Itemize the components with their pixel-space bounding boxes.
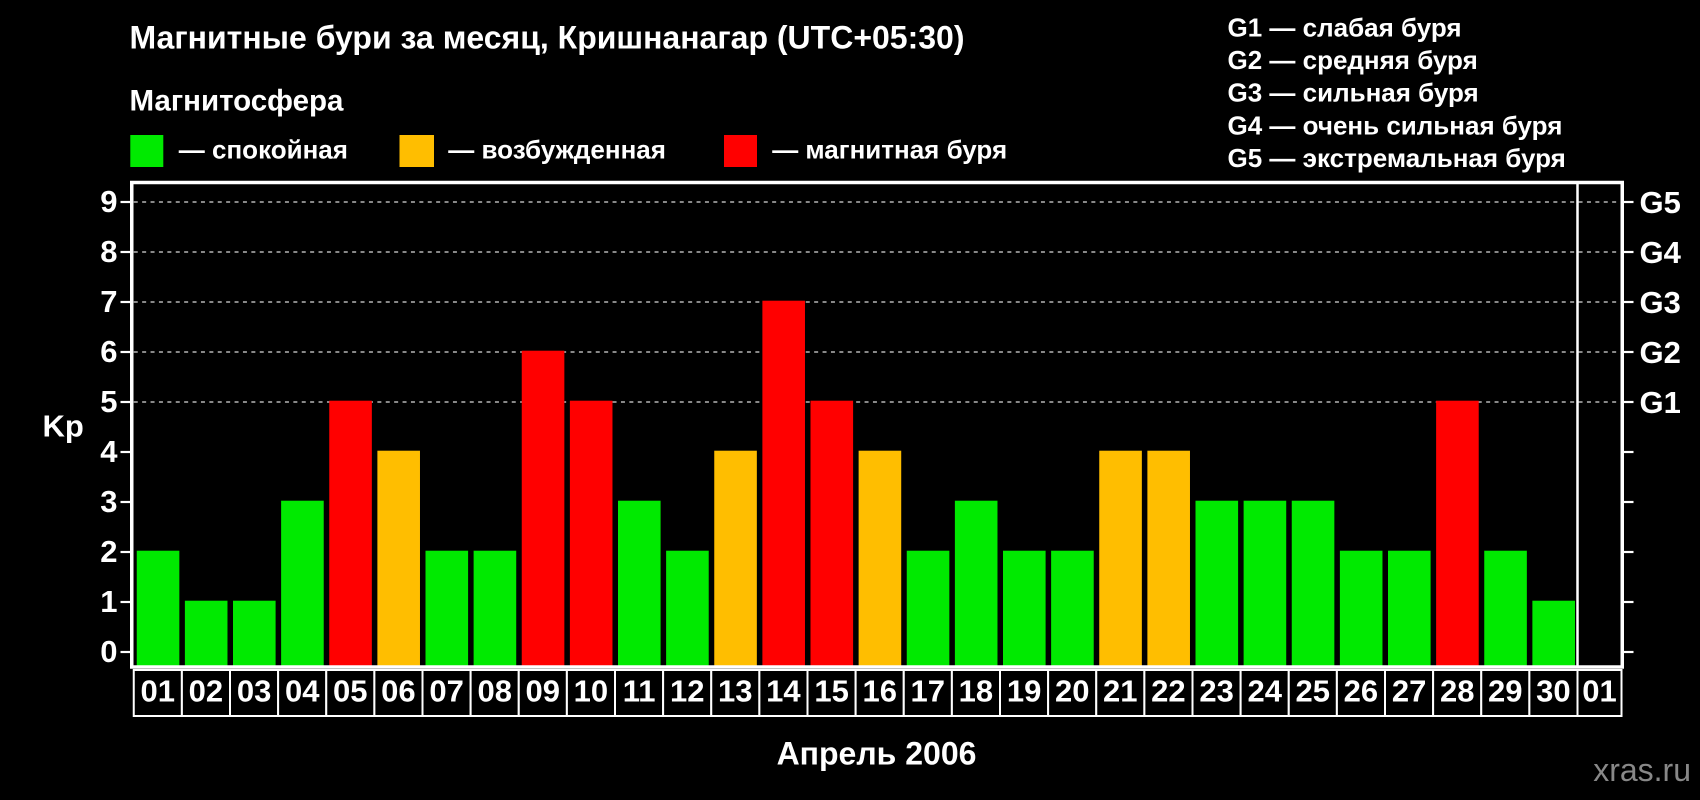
svg-text:12: 12 — [670, 674, 704, 709]
svg-text:23: 23 — [1199, 674, 1233, 709]
svg-text:02: 02 — [189, 674, 223, 709]
svg-text:14: 14 — [766, 674, 801, 709]
svg-text:20: 20 — [1055, 674, 1089, 709]
svg-text:25: 25 — [1296, 674, 1330, 709]
svg-text:09: 09 — [526, 674, 560, 709]
svg-text:G3 — сильная буря: G3 — сильная буря — [1228, 78, 1479, 108]
svg-text:13: 13 — [718, 674, 752, 709]
svg-text:Апрель 2006: Апрель 2006 — [777, 736, 977, 772]
svg-text:G4: G4 — [1640, 235, 1682, 270]
svg-text:8: 8 — [100, 234, 117, 269]
svg-text:3: 3 — [100, 484, 117, 519]
svg-text:10: 10 — [574, 674, 608, 709]
svg-text:G3: G3 — [1640, 285, 1681, 320]
svg-text:07: 07 — [429, 674, 463, 709]
svg-text:11: 11 — [623, 674, 656, 709]
svg-text:2: 2 — [100, 534, 117, 569]
svg-text:29: 29 — [1488, 674, 1522, 709]
svg-text:G4 — очень сильная буря: G4 — очень сильная буря — [1228, 110, 1563, 140]
svg-text:03: 03 — [237, 674, 271, 709]
svg-text:G5 — экстремальная буря: G5 — экстремальная буря — [1228, 143, 1566, 173]
svg-text:24: 24 — [1247, 674, 1282, 709]
svg-text:06: 06 — [381, 674, 415, 709]
svg-text:18: 18 — [959, 674, 993, 709]
svg-text:19: 19 — [1007, 674, 1041, 709]
svg-text:22: 22 — [1151, 674, 1185, 709]
svg-text:Магнитосфера: Магнитосфера — [130, 85, 345, 118]
svg-text:26: 26 — [1344, 674, 1378, 709]
svg-text:G2 — средняя буря: G2 — средняя буря — [1228, 45, 1478, 75]
svg-text:16: 16 — [862, 674, 896, 709]
svg-text:27: 27 — [1392, 674, 1426, 709]
svg-text:xras.ru: xras.ru — [1593, 752, 1691, 788]
svg-text:01: 01 — [1582, 674, 1616, 709]
svg-text:01: 01 — [141, 674, 175, 709]
svg-text:15: 15 — [814, 674, 848, 709]
svg-text:4: 4 — [100, 434, 118, 469]
svg-text:G1 — слабая буря: G1 — слабая буря — [1228, 12, 1462, 42]
svg-text:0: 0 — [100, 634, 117, 669]
svg-text:21: 21 — [1103, 674, 1137, 709]
svg-text:G1: G1 — [1640, 385, 1681, 420]
svg-text:Kp: Kp — [43, 409, 84, 444]
svg-text:5: 5 — [100, 384, 117, 419]
svg-text:05: 05 — [333, 674, 367, 709]
svg-text:28: 28 — [1440, 674, 1474, 709]
svg-text:Магнитные бури за месяц, Кришн: Магнитные бури за месяц, Кришнанагар (UT… — [130, 20, 965, 56]
svg-text:30: 30 — [1536, 674, 1570, 709]
svg-text:08: 08 — [477, 674, 511, 709]
svg-text:7: 7 — [100, 284, 117, 319]
svg-text:1: 1 — [100, 584, 117, 619]
svg-text:G2: G2 — [1640, 335, 1681, 370]
svg-text:17: 17 — [911, 674, 945, 709]
svg-text:— спокойная: — спокойная — [179, 135, 348, 165]
svg-text:6: 6 — [100, 334, 117, 369]
svg-text:— магнитная буря: — магнитная буря — [772, 135, 1007, 165]
svg-text:— возбужденная: — возбужденная — [448, 135, 666, 165]
svg-text:9: 9 — [100, 184, 117, 219]
svg-text:G5: G5 — [1640, 185, 1681, 220]
svg-text:04: 04 — [285, 674, 320, 709]
